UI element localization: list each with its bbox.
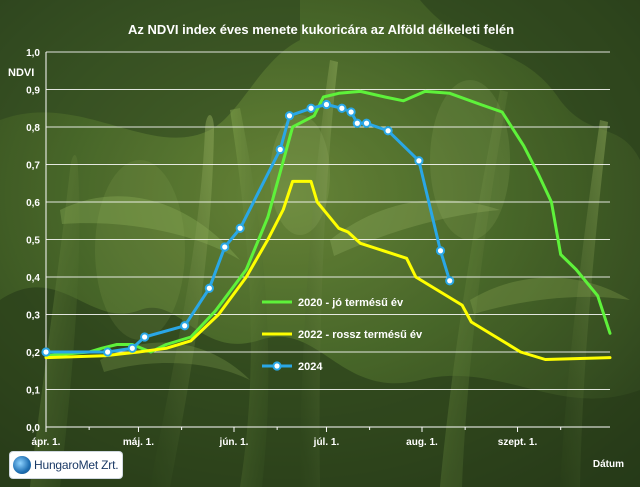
data-point bbox=[337, 103, 347, 113]
y-tick-label: 0,4 bbox=[26, 273, 40, 284]
y-axis-label: NDVI bbox=[8, 67, 34, 79]
data-point bbox=[140, 332, 150, 342]
legend-label: 2020 - jó termésű év bbox=[298, 297, 404, 309]
data-point bbox=[220, 242, 230, 252]
logo-text: HungaroMet Zrt. bbox=[34, 458, 119, 472]
series-layer bbox=[41, 89, 612, 361]
globe-icon bbox=[13, 456, 31, 474]
data-point bbox=[361, 118, 372, 128]
data-point bbox=[235, 223, 245, 233]
legend-label: 2024 bbox=[298, 361, 323, 373]
y-tick-label: 0,0 bbox=[26, 423, 40, 434]
y-tick-label: 0,6 bbox=[26, 198, 40, 209]
x-tick-label: szept. 1. bbox=[498, 437, 538, 448]
data-point bbox=[383, 126, 393, 136]
y-tick-label: 0,1 bbox=[26, 386, 40, 397]
x-tick-label: máj. 1. bbox=[123, 437, 154, 448]
x-tick-label: júl. 1. bbox=[313, 437, 340, 448]
data-point bbox=[346, 107, 356, 117]
legend-label: 2022 - rossz termésű év bbox=[298, 329, 423, 341]
data-point bbox=[180, 321, 190, 331]
y-tick-label: 0,9 bbox=[26, 86, 40, 97]
data-point bbox=[306, 103, 316, 113]
axes: 0,0 0,1 0,2 0,3 0,4 0,5 0,6 0,7 0,8 0,9 1,0 ápr. 1.… bbox=[26, 48, 610, 448]
hungaromet-logo: HungaroMet Zrt. bbox=[10, 452, 122, 478]
data-point bbox=[414, 156, 424, 166]
y-tick-label: 1,0 bbox=[26, 48, 40, 59]
x-tick-label: aug. 1. bbox=[406, 437, 438, 448]
data-point bbox=[127, 343, 137, 353]
y-tick-label: 0,7 bbox=[26, 161, 40, 172]
series-line-2 bbox=[44, 179, 612, 361]
data-point bbox=[41, 347, 51, 357]
data-point bbox=[284, 111, 295, 121]
data-point bbox=[204, 283, 214, 293]
x-tick-label: ápr. 1. bbox=[32, 437, 61, 448]
data-point bbox=[321, 99, 332, 110]
legend: 2020 - jó termésű év 2022 - rossz termésű… bbox=[262, 297, 423, 373]
data-point bbox=[352, 118, 362, 128]
chart-title: Az NDVI index éves menete kukoricára az … bbox=[128, 22, 514, 37]
y-tick-label: 0,5 bbox=[26, 236, 40, 247]
series-line-1 bbox=[44, 89, 612, 358]
x-tick-label: jún. 1. bbox=[219, 437, 249, 448]
y-tick-label: 0,2 bbox=[26, 348, 40, 359]
data-point bbox=[435, 246, 446, 256]
data-point bbox=[445, 276, 455, 286]
y-tick-label: 0,8 bbox=[26, 123, 40, 134]
y-tick-label: 0,3 bbox=[26, 311, 40, 322]
data-point bbox=[103, 347, 113, 357]
legend-marker bbox=[272, 361, 282, 371]
data-point bbox=[275, 144, 285, 155]
x-axis-label: Dátum bbox=[593, 459, 624, 470]
